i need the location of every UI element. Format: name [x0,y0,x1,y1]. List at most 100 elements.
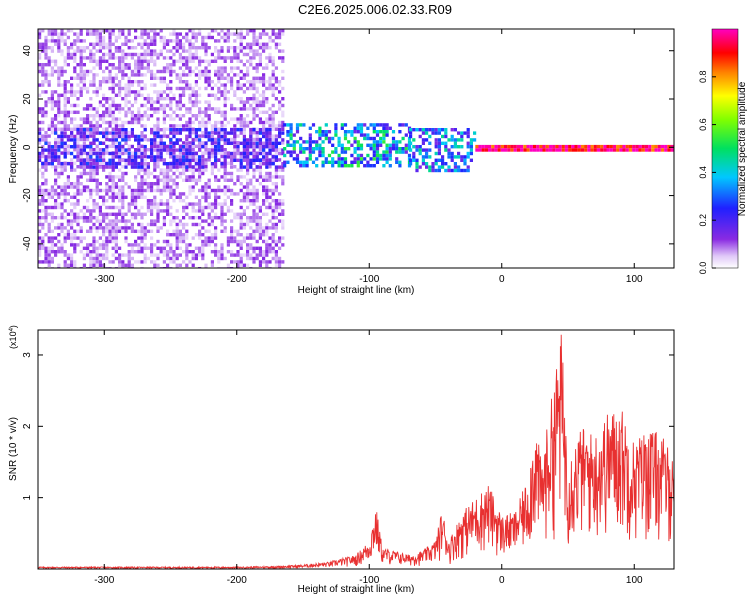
heatmap-cell [382,164,386,168]
heatmap-cell [50,66,54,70]
heatmap-cell [162,103,166,108]
heatmap-cell [92,256,96,261]
heatmap-cell [92,117,96,121]
heatmap-cell [239,246,243,250]
heatmap-cell [204,128,208,132]
heatmap-cell [118,107,122,111]
heatmap-cell [57,32,61,36]
heatmap-cell [407,136,412,141]
heatmap-cell [268,120,272,125]
heatmap-cell [249,202,253,206]
heatmap-cell [92,131,96,135]
heatmap-cell [121,69,125,74]
heatmap-cell [204,46,208,50]
heatmap-cell [252,29,256,33]
heatmap-cell [281,165,285,169]
heatmap-cell [233,137,237,142]
heatmap-cell [57,100,61,104]
heatmap-cell [271,120,275,125]
heatmap-cell [401,123,405,127]
heatmap-cell [76,185,80,189]
heatmap-cell [210,162,214,166]
heatmap-cell [92,222,96,227]
heatmap-cell [57,83,61,87]
heatmap-cell [340,126,344,130]
heatmap-cell [127,46,131,50]
heatmap-cell [140,212,144,216]
heatmap-cell [385,153,389,158]
heatmap-cell [340,143,344,147]
heatmap-cell [47,256,51,261]
heatmap-cell [146,185,150,189]
heatmap-cell [166,151,170,155]
heatmap-cell [252,144,256,148]
heatmap-cell [191,46,195,50]
heatmap-cell [60,49,64,53]
heatmap-cell [111,97,115,101]
heatmap-cell [124,151,128,155]
heatmap-cell [289,133,293,137]
heatmap-cell [271,32,275,36]
heatmap-cell [204,195,208,199]
heatmap-cell [670,148,674,152]
heatmap-cell [558,148,562,152]
heatmap-cell [262,239,266,244]
heatmap-cell [217,178,221,182]
heatmap-cell [140,239,144,244]
heatmap-cell [318,153,322,158]
heatmap-cell [375,153,380,158]
heatmap-cell [38,141,42,145]
heatmap-cell [57,155,61,159]
heatmap-cell [95,120,99,125]
heatmap-cell [76,63,80,67]
heatmap-cell [278,56,282,60]
heatmap-cell [47,192,51,196]
heatmap-cell [242,155,246,159]
heatmap-cell [118,128,122,132]
heatmap-cell [265,239,269,244]
snr-y-tick-label: 1 [22,494,33,500]
heatmap-cell [44,35,48,40]
heatmap-cell [418,145,422,149]
heatmap-cell [281,29,285,33]
heatmap-cell [255,165,259,169]
heatmap-cell [60,134,64,139]
heatmap-cell [73,32,77,36]
heatmap-cell [268,76,272,80]
heatmap-cell [47,260,51,264]
heatmap-cell [201,69,205,74]
heatmap-cell [198,162,202,166]
heatmap-cell [191,250,195,254]
heatmap-cell [130,52,134,57]
heatmap-cell [57,158,61,162]
heatmap-cell [50,151,54,156]
heatmap-cell [223,100,227,104]
heatmap-cell [172,182,176,186]
heatmap-cell [66,134,70,139]
heatmap-cell [278,128,282,132]
heatmap-cell [162,117,166,121]
heatmap-cell [150,73,154,77]
heatmap-cell [169,188,173,193]
heatmap-cell [66,80,70,84]
heatmap-cell [233,90,237,94]
heatmap-cell [398,164,402,168]
heatmap-cell [57,205,61,210]
heatmap-cell [453,145,457,149]
heatmap-cell [169,155,173,159]
heatmap-cell [108,195,112,199]
heatmap-cell [76,32,80,36]
heatmap-cell [178,229,182,233]
heatmap-cell [44,100,48,104]
heatmap-cell [220,83,224,87]
heatmap-cell [108,212,112,216]
heatmap-cell [265,56,269,60]
heatmap-cell [162,171,166,176]
heatmap-cell [92,80,96,84]
heatmap-cell [265,63,269,67]
heatmap-cell [262,148,266,152]
heatmap-cell [178,165,182,169]
heatmap-cell [255,90,259,94]
heatmap-cell [217,256,221,261]
heatmap-cell [271,69,275,74]
